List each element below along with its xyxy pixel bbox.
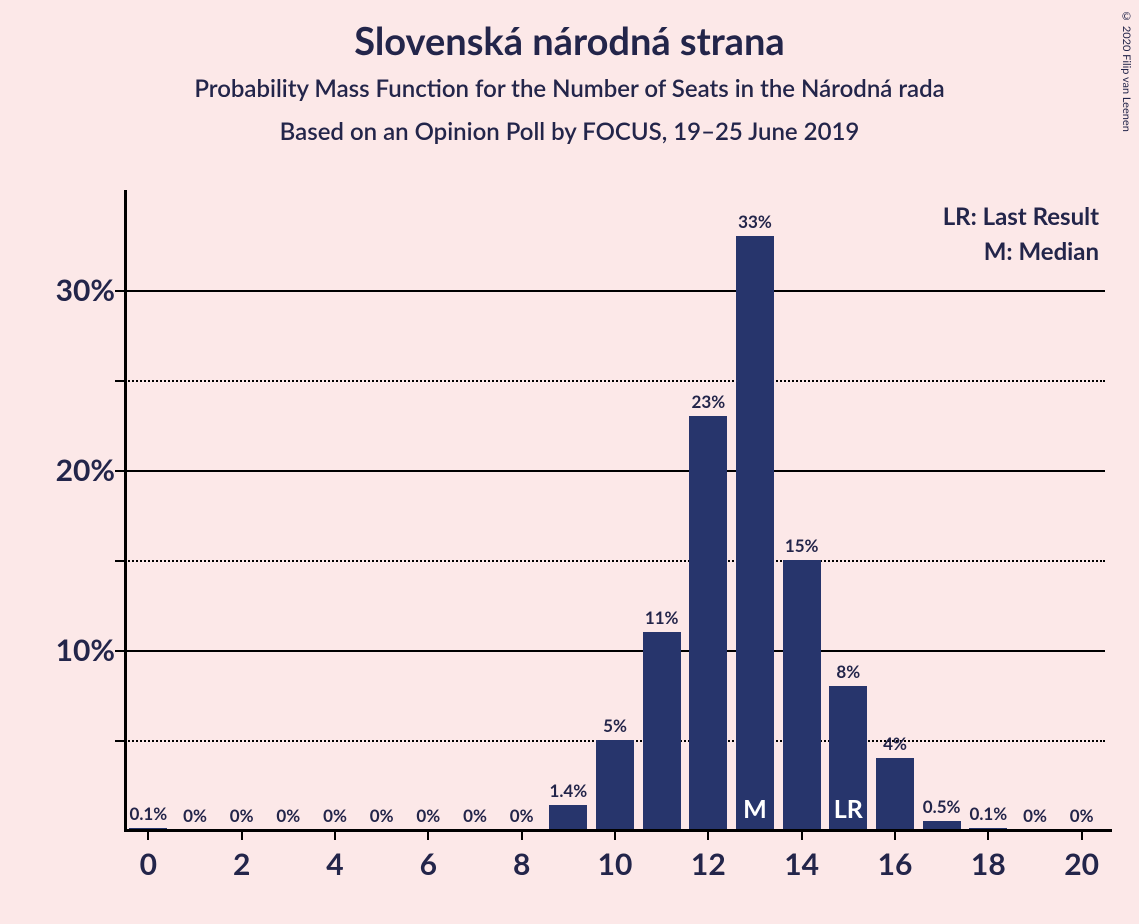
bar-in-label: M xyxy=(743,794,767,824)
bar-value-label: 0% xyxy=(323,805,347,826)
y-gridline-major xyxy=(125,290,1105,292)
bar-value-label: 0% xyxy=(463,805,487,826)
legend-lr: LR: Last Result xyxy=(943,202,1099,231)
bar-value-label: 1.4% xyxy=(549,780,587,801)
x-tick-label: 12 xyxy=(691,846,726,882)
x-tick-label: 4 xyxy=(326,846,343,882)
bar xyxy=(689,416,727,830)
bar-value-label: 8% xyxy=(836,661,860,682)
y-tick-label: 30% xyxy=(56,272,115,308)
bar-value-label: 11% xyxy=(645,607,679,628)
y-tick-label: 20% xyxy=(56,452,115,488)
plot-area: LR: Last Result M: Median 10%20%30%02468… xyxy=(125,200,1105,830)
bar-value-label: 0% xyxy=(183,805,207,826)
x-tick-label: 8 xyxy=(513,846,530,882)
bar-value-label: 0% xyxy=(370,805,394,826)
x-tick-label: 0 xyxy=(140,846,157,882)
bar-value-label: 33% xyxy=(738,211,772,232)
chart-title: Slovenská národná strana xyxy=(0,18,1139,64)
bar-value-label: 0.5% xyxy=(923,796,961,817)
bar-value-label: 0% xyxy=(1070,805,1094,826)
bar-value-label: 0% xyxy=(416,805,440,826)
y-gridline-minor xyxy=(125,560,1105,562)
y-gridline-major xyxy=(125,470,1105,472)
bar-value-label: 15% xyxy=(785,535,819,556)
legend: LR: Last Result M: Median xyxy=(943,202,1099,272)
bar-value-label: 0% xyxy=(510,805,534,826)
y-axis xyxy=(124,190,127,830)
bar-value-label: 0% xyxy=(230,805,254,826)
x-tick-label: 18 xyxy=(971,846,1006,882)
bar xyxy=(876,758,914,830)
bar-in-label: LR xyxy=(834,794,863,824)
bar xyxy=(783,560,821,830)
bar-value-label: 0.1% xyxy=(969,803,1007,824)
chart-subtitle-2: Based on an Opinion Poll by FOCUS, 19–25… xyxy=(0,117,1139,146)
x-tick-label: 6 xyxy=(420,846,437,882)
y-gridline-minor xyxy=(125,380,1105,382)
x-tick-label: 2 xyxy=(233,846,250,882)
y-gridline-major xyxy=(125,650,1105,652)
bar-value-label: 5% xyxy=(603,715,627,736)
bar xyxy=(736,236,774,830)
x-axis xyxy=(124,829,1112,832)
x-tick-label: 20 xyxy=(1064,846,1099,882)
chart-subtitle-1: Probability Mass Function for the Number… xyxy=(0,74,1139,103)
copyright-text: © 2020 Filip van Leenen xyxy=(1120,10,1133,132)
bar-value-label: 4% xyxy=(883,733,907,754)
x-tick-label: 14 xyxy=(784,846,819,882)
bar-value-label: 0% xyxy=(1023,805,1047,826)
chart-container: Slovenská národná strana Probability Mas… xyxy=(0,0,1139,924)
x-tick-label: 16 xyxy=(878,846,913,882)
bar-value-label: 0.1% xyxy=(129,803,167,824)
legend-m: M: Median xyxy=(943,237,1099,266)
x-tick-label: 10 xyxy=(598,846,633,882)
bar-value-label: 23% xyxy=(692,391,726,412)
bar-value-label: 0% xyxy=(276,805,300,826)
bar xyxy=(643,632,681,830)
y-tick-label: 10% xyxy=(56,632,115,668)
bar xyxy=(549,805,587,830)
bar xyxy=(596,740,634,830)
